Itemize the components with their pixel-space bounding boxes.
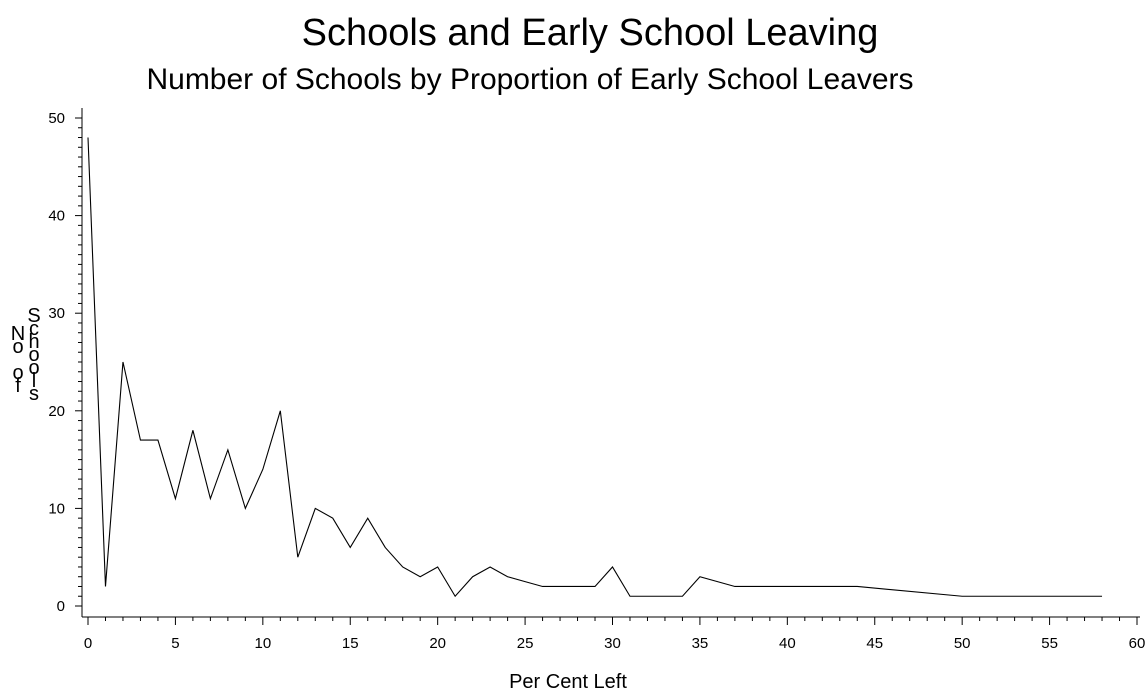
x-tick-label: 25: [517, 635, 534, 652]
data-point: [1101, 596, 1102, 597]
data-point: [594, 586, 595, 587]
data-point: [437, 566, 438, 567]
y-axis-title-char: o: [28, 344, 39, 366]
x-tick-label: 0: [84, 635, 92, 652]
y-axis-title-char: h: [28, 331, 39, 353]
x-tick-label: 50: [954, 635, 971, 652]
x-tick-label: 55: [1041, 635, 1058, 652]
x-tick-label: 10: [254, 635, 271, 652]
data-point: [385, 547, 386, 548]
y-tick-label: 30: [48, 305, 65, 322]
x-tick-label: 20: [429, 635, 446, 652]
series-layer: [87, 137, 1103, 598]
data-point: [367, 518, 368, 519]
data-point: [402, 566, 403, 567]
data-point: [682, 596, 683, 597]
data-point: [262, 469, 263, 470]
x-tick-label: 15: [342, 635, 359, 652]
data-point: [157, 439, 158, 440]
data-point: [699, 576, 700, 577]
data-point: [210, 498, 211, 499]
data-point: [350, 547, 351, 548]
series-line-1: [87, 137, 1103, 598]
x-tick-label: 5: [171, 635, 179, 652]
data-point: [472, 576, 473, 577]
data-point: [140, 439, 141, 440]
y-axis-ticks: 0 10 20 30 40 50: [48, 110, 82, 615]
data-point: [612, 566, 613, 567]
data-point: [87, 137, 88, 138]
data-point: [332, 518, 333, 519]
data-point: [857, 586, 858, 587]
y-axis-title-char: f: [15, 375, 21, 397]
chart-subtitle: Number of Schools by Proportion of Early…: [146, 63, 913, 96]
y-axis-title-char: o: [12, 336, 23, 358]
y-axis-title-char: N: [11, 323, 25, 345]
data-point: [420, 576, 421, 577]
x-axis-ticks: 0 5 10 15 20 25 30 35 40 45 50 55 60: [84, 617, 1146, 652]
data-point: [629, 596, 630, 597]
x-axis-title: Per Cent Left: [509, 671, 627, 690]
data-point: [192, 430, 193, 431]
data-point: [490, 566, 491, 567]
data-point: [297, 557, 298, 558]
y-axis-title-char: s: [29, 383, 39, 405]
y-tick-label: 20: [48, 403, 65, 420]
data-point: [122, 361, 123, 362]
y-axis-title-char: c: [29, 318, 39, 340]
data-point: [734, 586, 735, 587]
data-point: [455, 596, 456, 597]
y-tick-label: 10: [48, 500, 65, 517]
x-tick-label: 35: [692, 635, 709, 652]
data-point: [245, 508, 246, 509]
data-point: [227, 449, 228, 450]
data-point: [524, 581, 525, 582]
data-point: [507, 576, 508, 577]
x-tick-label: 30: [604, 635, 621, 652]
data-point: [542, 586, 543, 587]
data-point: [175, 498, 176, 499]
x-tick-label: 40: [779, 635, 796, 652]
y-axis-title-char: S: [27, 305, 40, 327]
y-tick-label: 50: [48, 110, 65, 127]
chart-title: Schools and Early School Leaving: [302, 12, 879, 54]
y-tick-label: 0: [57, 598, 65, 615]
x-tick-label: 60: [1129, 635, 1146, 652]
x-tick-label: 45: [866, 635, 883, 652]
data-point: [315, 508, 316, 509]
y-axis-title-char: o: [28, 357, 39, 379]
data-point: [280, 410, 281, 411]
y-axis-title-char: l: [32, 370, 36, 392]
data-point: [962, 596, 963, 597]
data-point: [105, 586, 106, 587]
y-axis-title-char: o: [12, 362, 23, 384]
y-tick-label: 40: [48, 208, 65, 225]
